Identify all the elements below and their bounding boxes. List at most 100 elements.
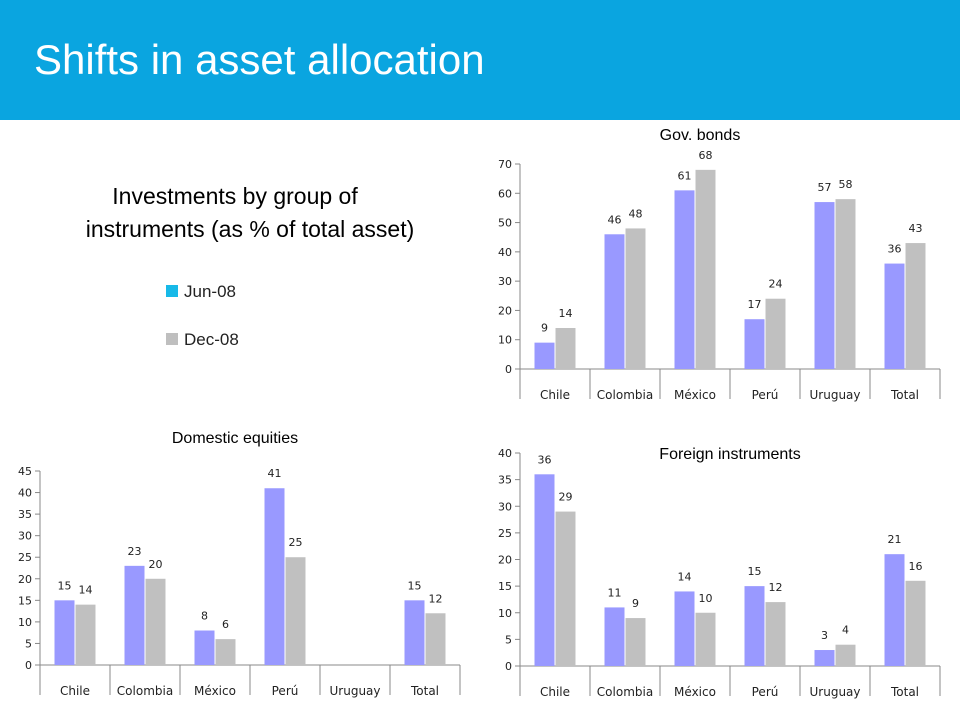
data-label: 48	[629, 207, 643, 220]
y-tick-label: 30	[18, 530, 32, 543]
x-tick-label: México	[674, 388, 716, 402]
data-label: 12	[429, 592, 443, 605]
bar	[695, 169, 716, 369]
y-tick-label: 10	[498, 607, 512, 620]
x-tick-label: Total	[890, 685, 919, 699]
y-tick-label: 10	[498, 334, 512, 347]
x-tick-label: México	[194, 684, 236, 698]
y-tick-label: 15	[498, 580, 512, 593]
bar	[285, 557, 306, 665]
y-tick-label: 60	[498, 187, 512, 200]
bar	[674, 591, 695, 666]
y-tick-label: 20	[498, 304, 512, 317]
chart-title-domestic-equities: Domestic equities	[171, 430, 299, 447]
bar	[835, 199, 856, 369]
data-label: 12	[769, 581, 783, 594]
y-tick-label: 30	[498, 500, 512, 513]
bar	[884, 263, 905, 369]
legend-swatch-dec	[166, 332, 178, 345]
x-tick-label: Chile	[540, 685, 570, 699]
y-tick-label: 30	[498, 275, 512, 288]
bar	[54, 600, 75, 665]
subtitle-line-2: instruments (as % of total asset)	[85, 216, 415, 242]
bar	[674, 190, 695, 369]
y-tick-label: 50	[498, 217, 512, 230]
data-label: 29	[559, 491, 573, 504]
data-label: 41	[268, 467, 282, 480]
bar	[194, 630, 215, 665]
y-tick-label: 70	[498, 158, 512, 171]
y-tick-label: 0	[25, 659, 32, 672]
subtitle-line-1: Investments by group of	[112, 183, 358, 209]
y-tick-label: 40	[18, 487, 32, 500]
y-tick-label: 40	[498, 246, 512, 259]
x-tick-label: Uruguay	[810, 685, 861, 699]
bar	[744, 319, 765, 369]
x-tick-label: Colombia	[117, 684, 173, 698]
bar	[145, 578, 166, 665]
data-label: 20	[149, 558, 163, 571]
bar	[814, 202, 835, 369]
bar	[765, 602, 786, 666]
data-label: 43	[909, 222, 923, 235]
bar	[534, 342, 555, 369]
x-tick-label: Colombia	[597, 685, 653, 699]
data-label: 6	[222, 618, 229, 631]
data-label: 61	[678, 169, 692, 182]
x-tick-label: México	[674, 685, 716, 699]
data-label: 68	[699, 149, 713, 162]
data-label: 9	[632, 597, 639, 610]
y-tick-label: 20	[18, 573, 32, 586]
bar	[905, 580, 926, 666]
bar	[555, 511, 576, 666]
x-tick-label: Uruguay	[330, 684, 381, 698]
data-label: 36	[888, 243, 902, 256]
y-tick-label: 25	[18, 551, 32, 564]
bar	[124, 565, 145, 665]
data-label: 58	[839, 178, 853, 191]
y-tick-label: 35	[498, 474, 512, 487]
x-tick-label: Total	[890, 388, 919, 402]
x-tick-label: Perú	[752, 388, 779, 402]
data-label: 11	[608, 586, 622, 599]
data-label: 15	[58, 579, 72, 592]
y-tick-label: 0	[505, 363, 512, 376]
y-tick-label: 0	[505, 660, 512, 673]
bar	[75, 604, 96, 665]
data-label: 4	[842, 624, 849, 637]
data-label: 8	[201, 610, 208, 623]
x-tick-label: Total	[410, 684, 439, 698]
legend-label-jun: Jun-08	[184, 282, 236, 301]
bar	[835, 644, 856, 666]
data-label: 10	[699, 592, 713, 605]
bar	[264, 488, 285, 665]
data-label: 16	[909, 560, 923, 573]
bar	[604, 234, 625, 369]
bar	[215, 639, 236, 665]
y-tick-label: 45	[18, 465, 32, 478]
legend-swatch-jun	[166, 284, 178, 297]
bar	[905, 243, 926, 369]
bar	[604, 607, 625, 666]
page-title: Shifts in asset allocation	[34, 36, 485, 83]
bar	[534, 474, 555, 666]
x-tick-label: Chile	[540, 388, 570, 402]
y-tick-label: 40	[498, 447, 512, 460]
x-tick-label: Chile	[60, 684, 90, 698]
data-label: 3	[821, 629, 828, 642]
data-label: 14	[678, 570, 692, 583]
y-tick-label: 10	[18, 616, 32, 629]
x-tick-label: Colombia	[597, 388, 653, 402]
data-label: 57	[818, 181, 832, 194]
x-tick-label: Perú	[752, 685, 779, 699]
legend-label-dec: Dec-08	[184, 330, 239, 349]
data-label: 15	[408, 579, 422, 592]
section-subtitle: Investments by group of instruments (as …	[40, 180, 460, 246]
x-tick-label: Uruguay	[810, 388, 861, 402]
y-tick-label: 20	[498, 554, 512, 567]
chart-title-foreign-instruments: Foreign instruments	[659, 446, 801, 463]
chart-title-gov-bonds: Gov. bonds	[659, 127, 741, 144]
y-tick-label: 25	[498, 527, 512, 540]
